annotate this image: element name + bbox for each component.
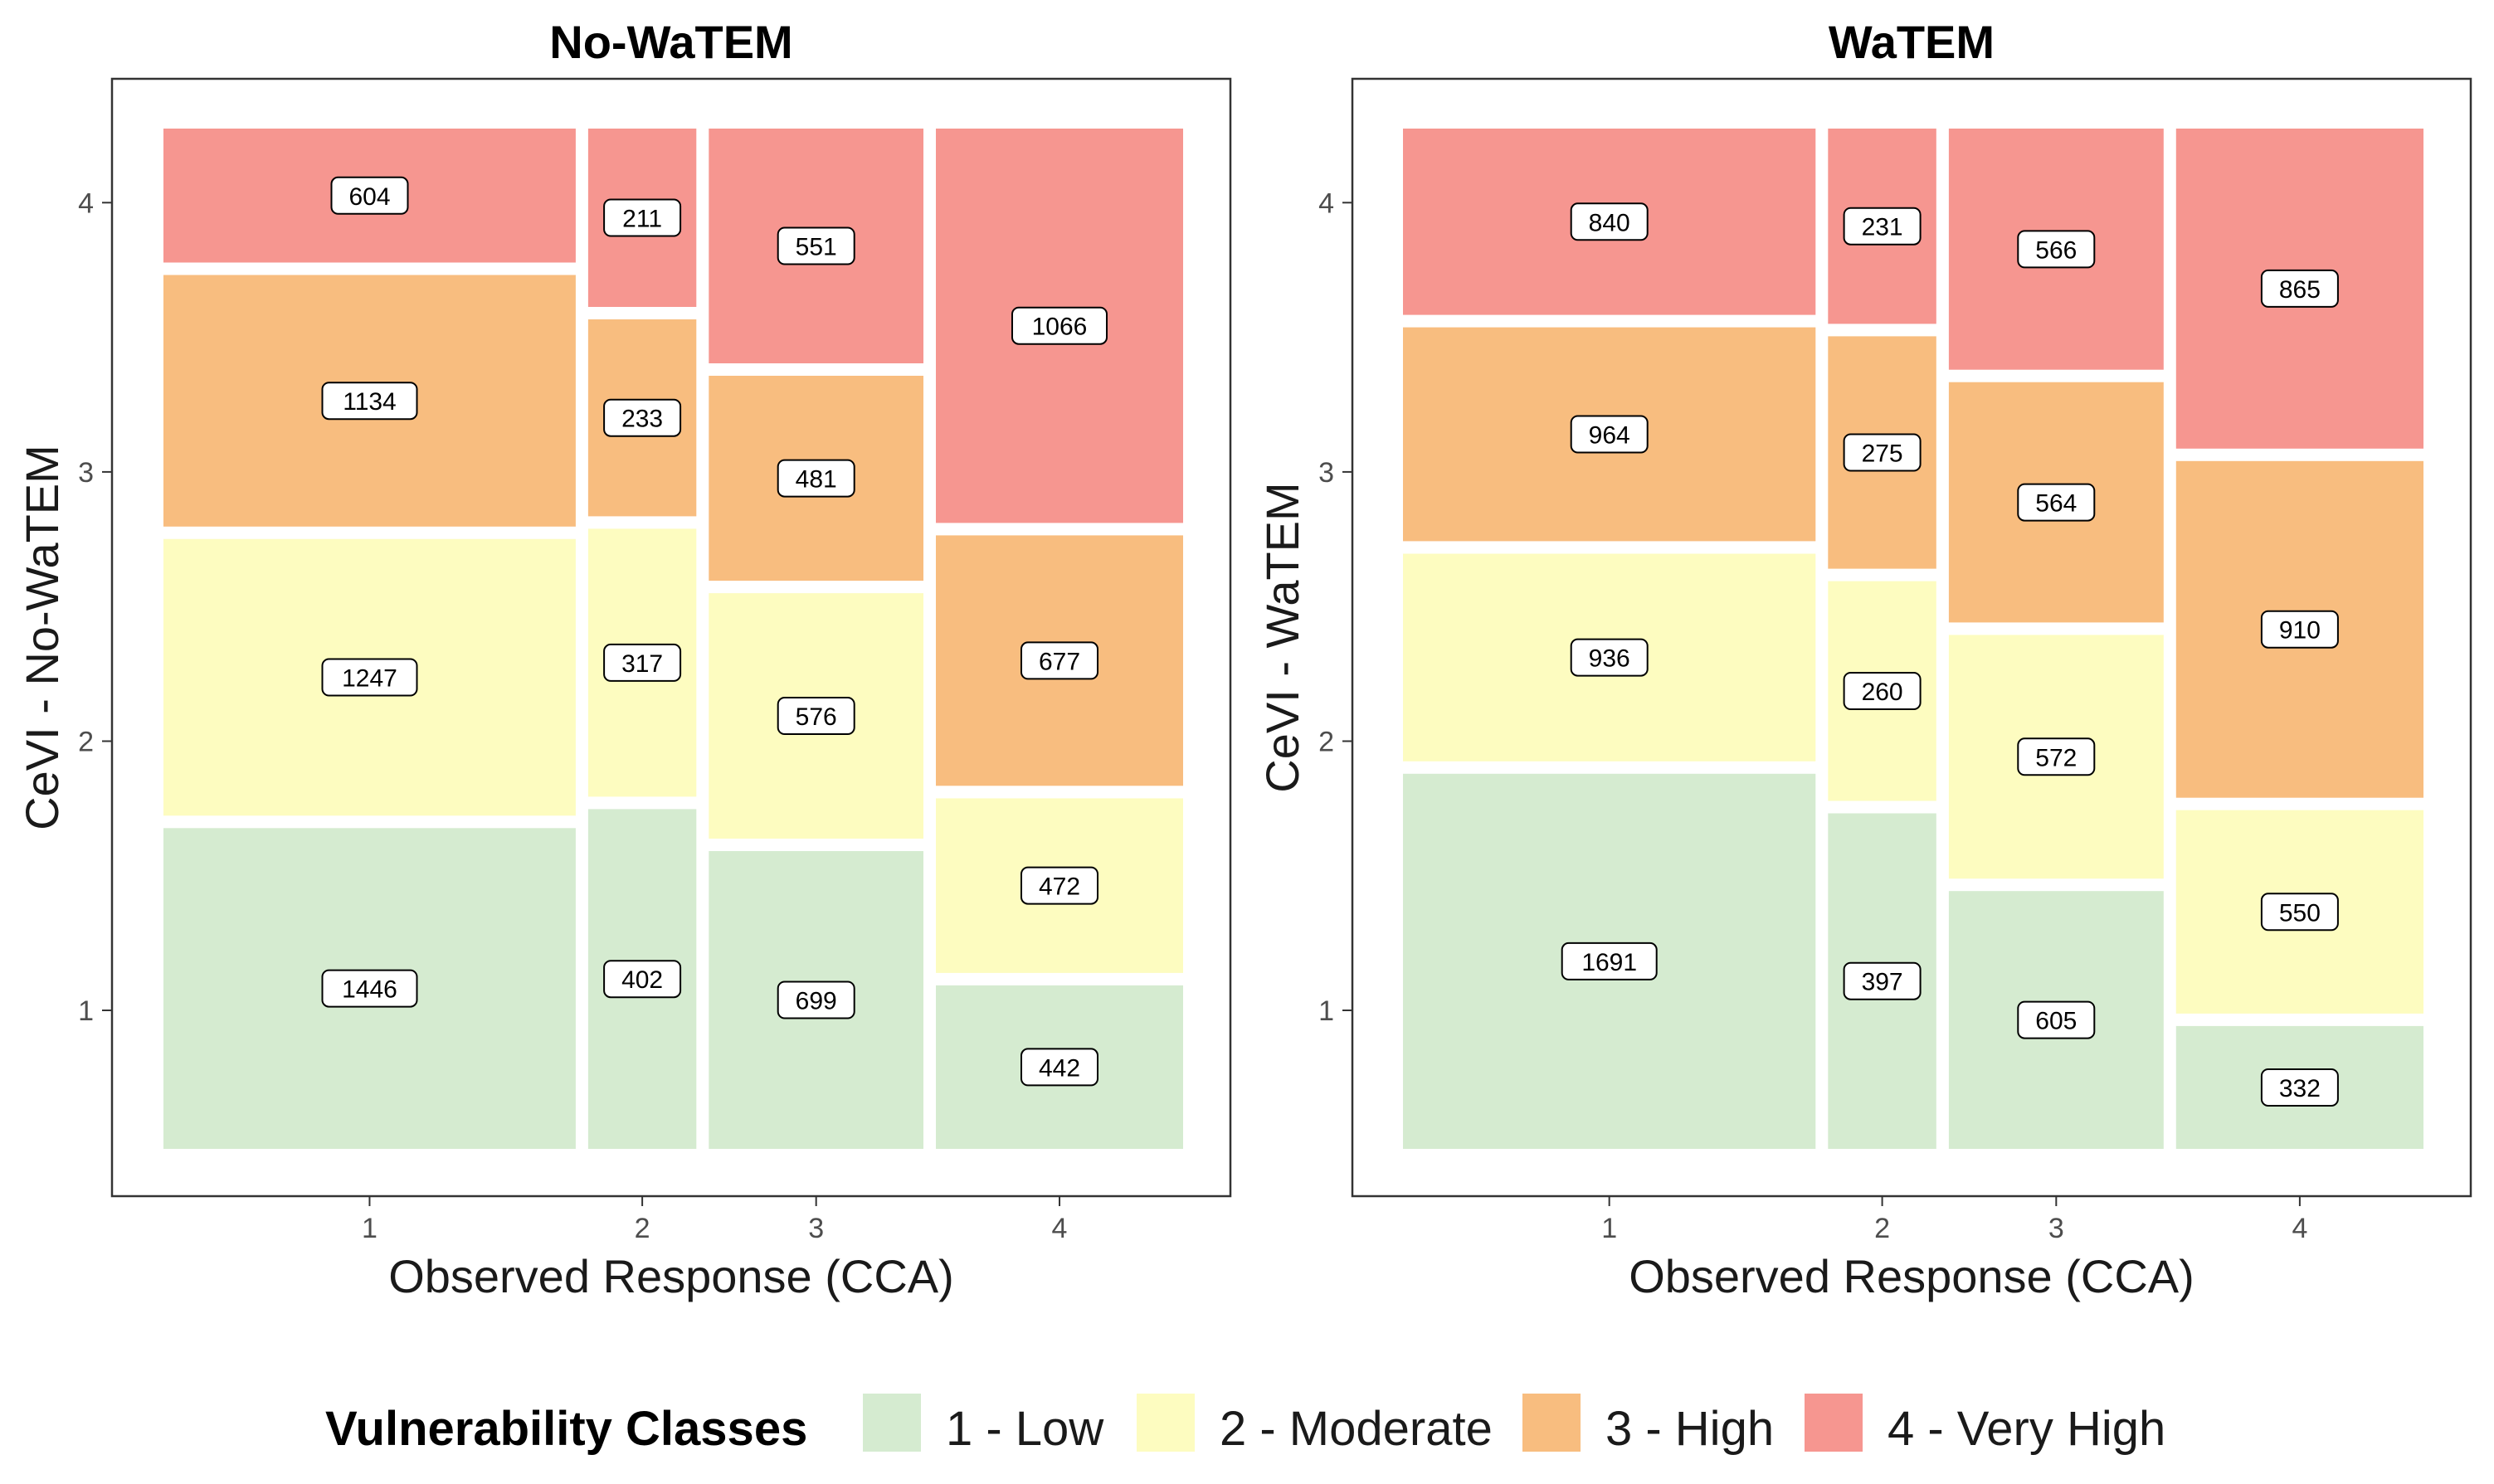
legend-key-label: 4 - Very High — [1888, 1402, 2165, 1456]
cell-value-label: 1247 — [342, 665, 397, 693]
cell-label-box — [2017, 483, 2096, 522]
x-axis-title: Observed Response (CCA) — [388, 1250, 954, 1302]
legend: Vulnerability Classes 1 - Low 2 - Moderate… — [325, 1394, 2165, 1456]
cell-label-box — [2017, 737, 2096, 776]
cell-label-box — [1843, 672, 1922, 710]
cell-label-box — [1570, 415, 1649, 454]
cell-value-label: 1134 — [343, 388, 397, 416]
x-tick-label: 4 — [1052, 1213, 1068, 1244]
y-tick-label: 2 — [78, 727, 94, 758]
cell-label-box — [603, 643, 682, 682]
cell-label-box — [603, 960, 682, 999]
y-tick-label: 4 — [1318, 187, 1334, 219]
cell-label-box — [603, 198, 682, 237]
cell-value-label: 910 — [2279, 617, 2321, 645]
panel-title: No-WaTEM — [549, 16, 792, 68]
y-axis-title: CeVI - WaTEM — [1256, 482, 1308, 792]
cell-value-label: 402 — [621, 966, 663, 994]
cell-label-box — [321, 969, 418, 1008]
legend-key-swatch — [1522, 1394, 1581, 1452]
cell-value-label: 572 — [2035, 744, 2077, 771]
cell-label-box — [2260, 269, 2339, 308]
cell-value-label: 332 — [2279, 1075, 2321, 1102]
legend-key-swatch — [863, 1394, 921, 1452]
x-tick-label: 3 — [2048, 1213, 2064, 1244]
cell-value-label: 936 — [1589, 645, 1630, 673]
cell-label-box — [321, 658, 418, 697]
cell-value-label: 566 — [2035, 236, 2077, 264]
y-axis-title: CeVI - No-WaTEM — [16, 445, 68, 830]
y-tick-label: 2 — [1318, 727, 1334, 758]
cell-value-label: 677 — [1039, 648, 1080, 675]
panel-title: WaTEM — [1829, 16, 1995, 68]
cell-value-label: 564 — [2035, 490, 2077, 518]
cell-value-label: 576 — [796, 703, 837, 731]
legend-key-swatch — [1805, 1394, 1863, 1452]
cell-value-label: 233 — [621, 406, 663, 433]
cell-value-label: 397 — [1862, 969, 1903, 996]
cell-value-label: 231 — [1862, 214, 1903, 241]
cell-value-label: 275 — [1862, 440, 1903, 468]
cell-value-label: 550 — [2279, 899, 2321, 927]
legend-key-label: 3 - High — [1605, 1402, 1774, 1456]
cell-value-label: 1066 — [1032, 314, 1088, 341]
cell-label-box — [1011, 306, 1108, 345]
cell-label-box — [1570, 202, 1649, 241]
mosaic-panel-watem: WaTEM16919369648401397260275231260557256… — [1256, 16, 2472, 1302]
cell-label-box — [1561, 941, 1658, 980]
cell-label-box — [1020, 866, 1098, 905]
x-axis-title: Observed Response (CCA) — [1629, 1250, 2194, 1302]
legend-key-label: 2 - Moderate — [1220, 1402, 1493, 1456]
x-tick-label: 2 — [1874, 1213, 1890, 1244]
cell-value-label: 840 — [1589, 209, 1630, 236]
cell-label-box — [2017, 230, 2096, 269]
cell-value-label: 604 — [348, 183, 390, 211]
x-tick-label: 4 — [2292, 1213, 2307, 1244]
y-tick-label: 1 — [78, 995, 94, 1027]
cell-label-box — [1843, 433, 1922, 472]
legend-key-swatch — [1137, 1394, 1195, 1452]
cell-label-box — [1843, 207, 1922, 246]
cell-value-label: 1691 — [1581, 949, 1637, 976]
cell-value-label: 865 — [2279, 276, 2321, 304]
cell-label-box — [2260, 893, 2339, 932]
y-tick-label: 1 — [1318, 995, 1334, 1027]
legend-title: Vulnerability Classes — [325, 1402, 807, 1456]
cell-value-label: 964 — [1589, 422, 1630, 450]
cell-value-label: 481 — [796, 466, 837, 494]
x-tick-label: 2 — [635, 1213, 650, 1244]
cell-value-label: 551 — [796, 234, 837, 261]
cell-label-box — [1570, 638, 1649, 677]
y-tick-label: 3 — [78, 457, 94, 489]
cell-value-label: 472 — [1039, 873, 1080, 901]
cell-value-label: 442 — [1039, 1054, 1080, 1082]
cell-label-box — [777, 459, 855, 498]
cell-label-box — [321, 382, 418, 421]
cell-label-box — [603, 398, 682, 437]
cell-label-box — [777, 226, 855, 265]
y-tick-label: 4 — [78, 187, 94, 219]
cell-label-box — [1020, 1048, 1098, 1087]
cell-label-box — [777, 697, 855, 735]
x-tick-label: 3 — [808, 1213, 824, 1244]
y-tick-label: 3 — [1318, 457, 1334, 489]
cell-value-label: 317 — [621, 650, 663, 678]
cell-label-box — [2017, 1000, 2096, 1039]
cell-label-box — [2260, 1068, 2339, 1107]
cell-label-box — [777, 980, 855, 1019]
cell-label-box — [2260, 610, 2339, 649]
cell-value-label: 260 — [1862, 679, 1903, 706]
x-tick-label: 1 — [1601, 1213, 1617, 1244]
cell-value-label: 699 — [796, 988, 837, 1015]
cell-label-box — [1843, 961, 1922, 1000]
legend-key-label: 1 - Low — [946, 1402, 1104, 1456]
cell-value-label: 211 — [622, 206, 662, 233]
x-tick-label: 1 — [362, 1213, 378, 1244]
mosaic-panel-no-watem: No-WaTEM14461247113460414023172332112699… — [16, 16, 1232, 1302]
cell-label-box — [1020, 641, 1098, 680]
cell-label-box — [330, 176, 409, 215]
cell-value-label: 605 — [2035, 1008, 2077, 1035]
cell-value-label: 1446 — [342, 976, 397, 1004]
